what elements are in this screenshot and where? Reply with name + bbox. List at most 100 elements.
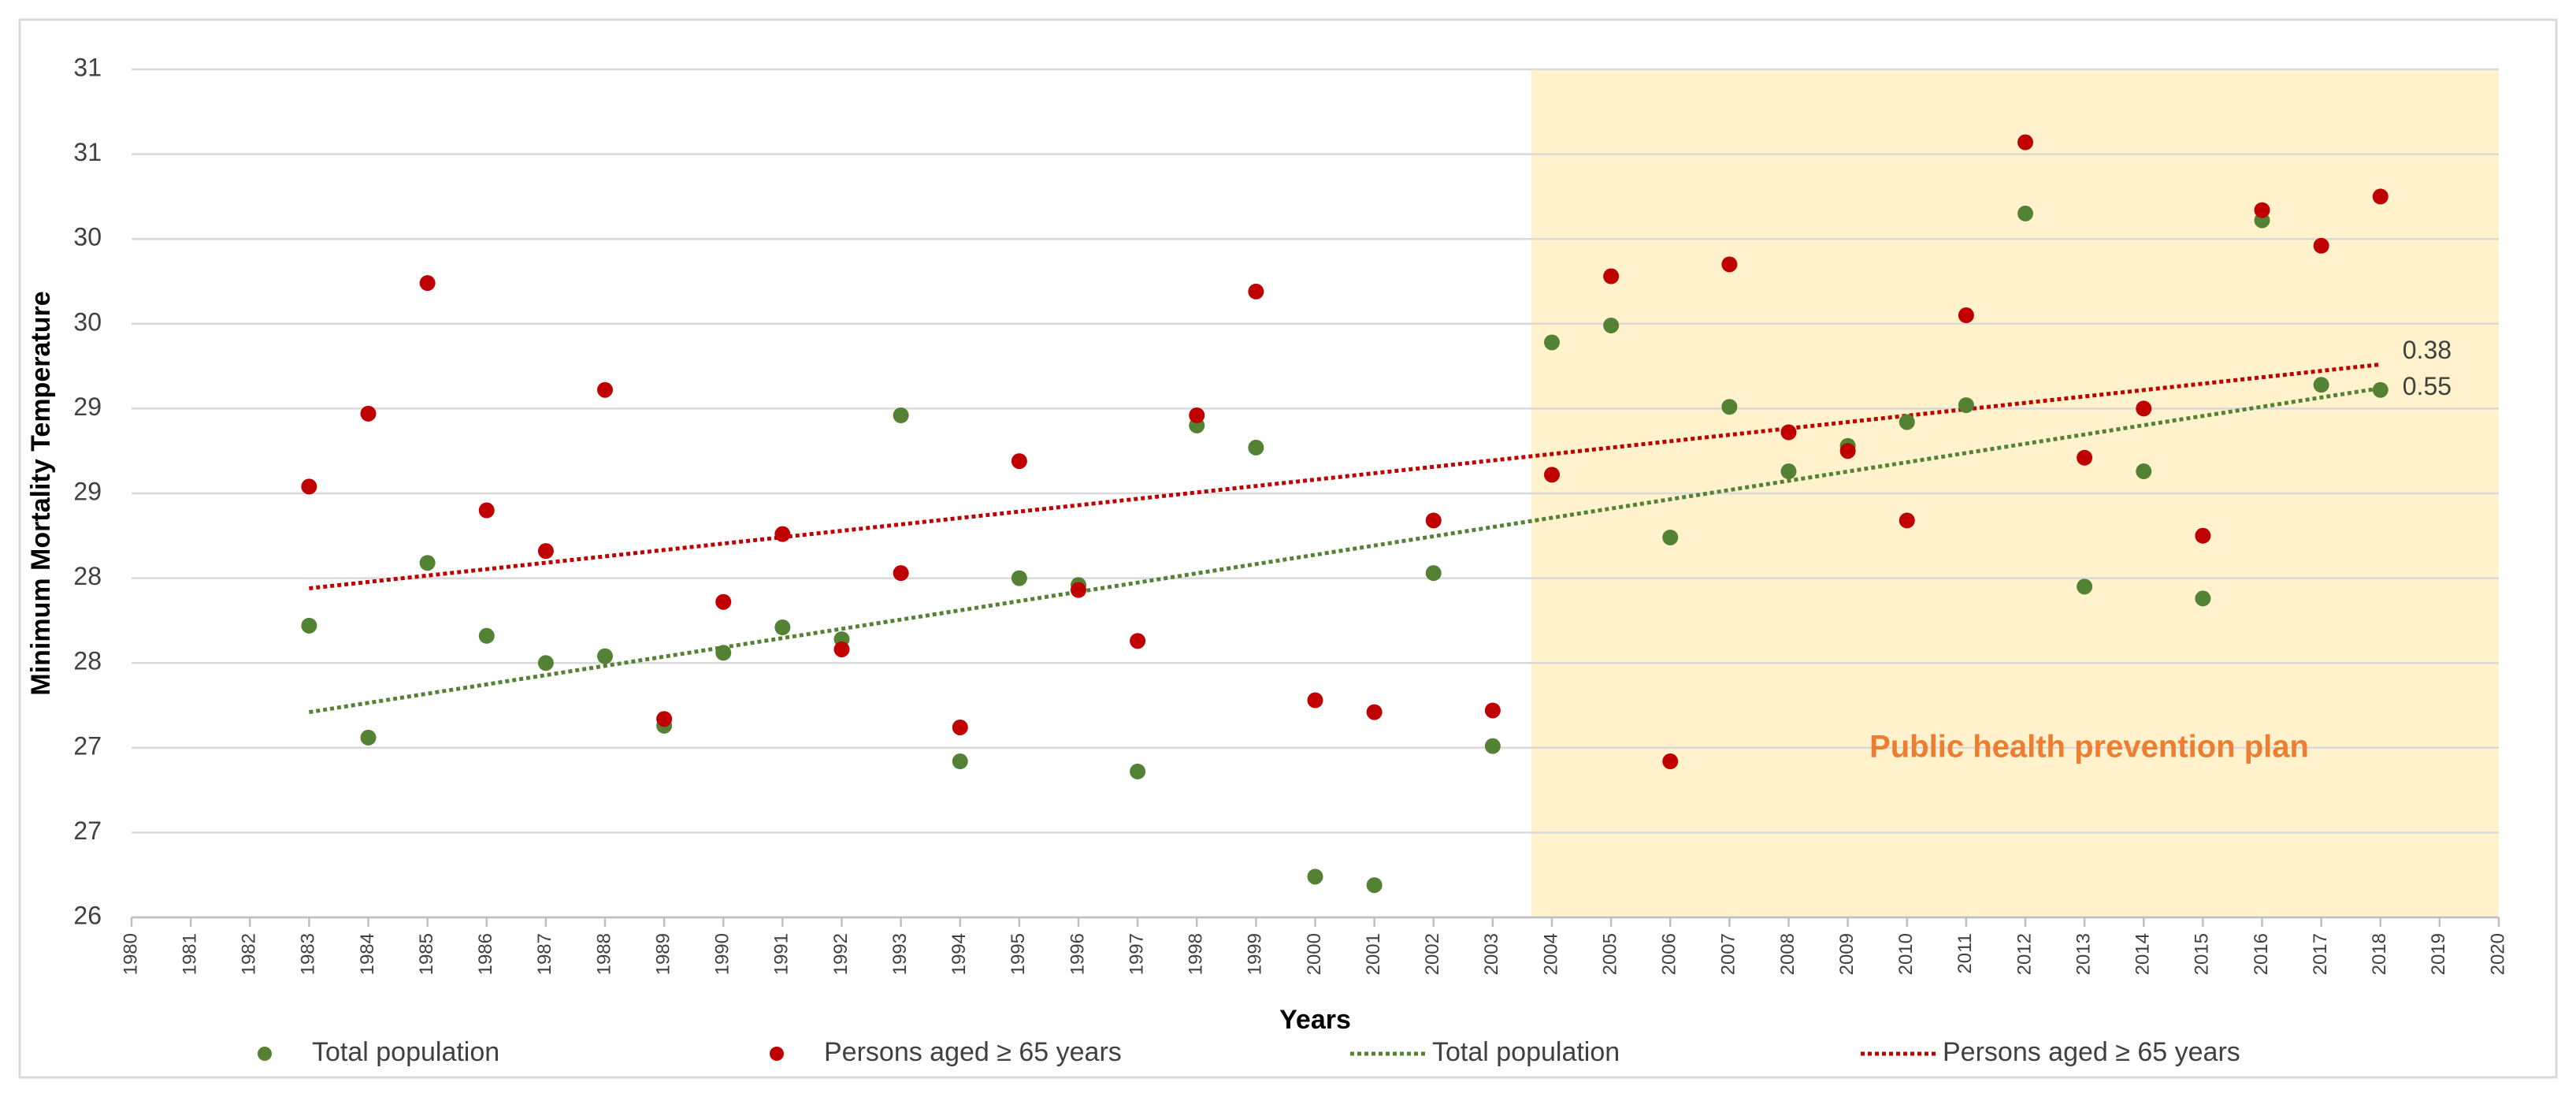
x-tick-label: 2011 [1954,933,1976,974]
data-point [1899,512,1915,529]
x-tick-label: 2020 [2487,933,2508,975]
x-tick-label: 1985 [416,933,437,975]
data-point [952,719,968,735]
y-tick-label: 28 [73,647,102,675]
data-point [774,619,791,636]
legend-label: Persons aged ≥ 65 years [1943,1037,2240,1067]
x-tick-label: 1992 [830,933,852,975]
y-tick-label: 27 [73,816,102,845]
y-tick-label: 30 [73,223,102,251]
x-tick-label: 1993 [889,933,911,975]
y-tick-label: 28 [73,562,102,590]
data-point [833,641,850,657]
data-point [2017,134,2033,151]
x-tick-label: 1986 [475,933,496,975]
x-tick-label: 2016 [2251,933,2272,975]
x-tick-label: 1981 [179,933,200,975]
x-tick-label: 1998 [1186,933,1207,975]
data-point [1484,738,1501,754]
data-point [360,729,377,746]
data-point [1189,407,1205,424]
x-axis-title: Years [1279,1005,1351,1035]
trend-line [308,386,2381,715]
x-tick-label: 2017 [2310,933,2331,975]
data-point [2313,377,2329,393]
x-tick-label: 1987 [534,933,555,975]
data-point [1603,268,1620,285]
y-axis-title: Minimum Mortality Temperature [26,291,56,695]
data-point [1662,753,1679,770]
x-tick-label: 1999 [1245,933,1266,975]
legend-label: Total population [312,1037,499,1067]
x-tick-label: 1996 [1067,933,1088,975]
data-point [301,617,317,634]
x-tick-label: 1982 [239,933,260,975]
x-tick-label: 1997 [1126,933,1147,975]
data-point [1544,467,1560,483]
data-point [893,565,909,582]
data-point [1603,317,1620,333]
data-point [2195,527,2211,544]
y-tick-label: 26 [73,901,102,929]
data-point [597,648,613,664]
data-point [2017,205,2033,221]
data-point [2136,400,2152,417]
data-point [1130,633,1146,649]
x-tick-label: 2010 [1895,933,1917,975]
x-tick-label: 2001 [1363,933,1384,975]
data-point [952,753,968,770]
data-point [2372,381,2389,398]
data-point [1721,399,1738,415]
data-point [478,627,495,644]
data-point [1899,414,1915,430]
y-tick-label: 27 [73,731,102,760]
x-tick-label: 1983 [298,933,319,975]
data-point [1307,869,1323,885]
data-point [2254,202,2270,218]
data-point [1425,565,1442,582]
x-tick-label: 2007 [1718,933,1739,975]
x-tick-label: 1984 [357,933,378,975]
legend-marker [258,1047,272,1061]
legend-marker [770,1047,784,1061]
data-point [2077,449,2093,466]
data-point [1248,439,1264,456]
data-point [360,405,377,422]
data-point [2077,578,2093,595]
data-point [1721,256,1738,273]
y-tick-label: 29 [73,477,102,505]
data-point [1780,424,1797,441]
y-tick-label: 31 [73,53,102,81]
x-tick-label: 1980 [120,933,141,975]
data-point [1011,453,1027,470]
x-tick-label: 2005 [1599,933,1620,975]
data-point [537,543,554,560]
x-tick-label: 1994 [948,933,970,975]
x-tick-label: 2006 [1659,933,1680,975]
trend-label: 0.55 [2403,372,2452,400]
data-point [1071,582,1086,598]
region-label: Public health prevention plan [1869,730,2309,764]
data-point [301,478,317,495]
x-tick-label: 2000 [1304,933,1325,975]
data-point [478,502,495,519]
x-tick-label: 2009 [1836,933,1858,975]
x-tick-label: 2015 [2192,933,2213,975]
data-point [2195,590,2211,607]
data-point [893,407,909,424]
x-tick-label: 2008 [1777,933,1798,975]
y-tick-label: 31 [73,138,102,166]
x-tick-label: 2002 [1422,933,1443,975]
data-point [2372,188,2389,205]
x-tick-label: 2019 [2428,933,2449,975]
x-tick-label: 1988 [593,933,614,975]
data-point [419,555,436,571]
data-point [1248,283,1264,299]
x-tick-label: 2013 [2073,933,2094,975]
data-point [1484,702,1501,719]
x-tick-label: 2004 [1540,933,1561,975]
data-point [1662,529,1679,545]
data-point [1544,334,1560,351]
x-tick-label: 2012 [2014,933,2035,975]
